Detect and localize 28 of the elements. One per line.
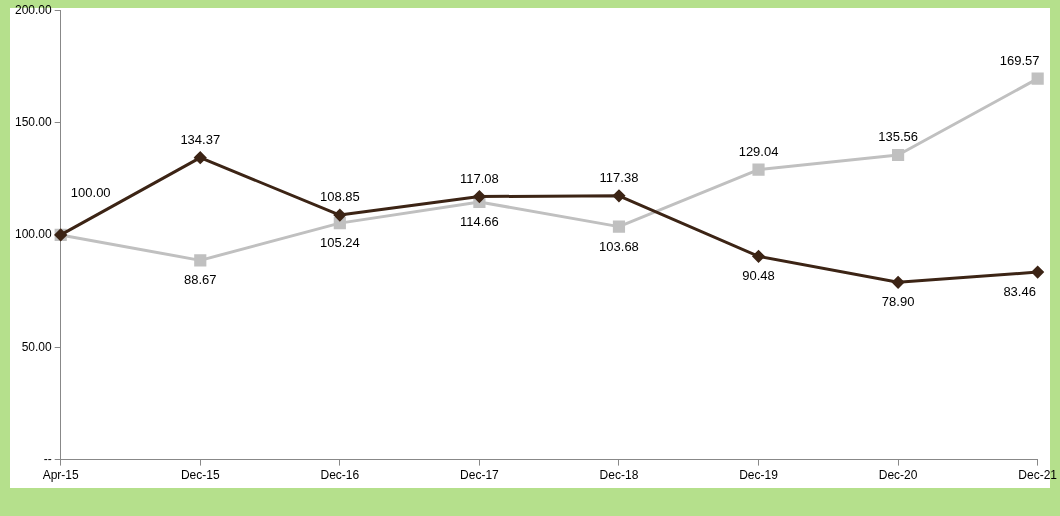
- data-label: 114.66: [460, 213, 499, 229]
- data-label: 117.38: [599, 169, 639, 185]
- x-tick-label: Dec-15: [180, 468, 220, 483]
- data-label: 129.04: [738, 143, 779, 159]
- data-label: 83.46: [1003, 284, 1036, 300]
- y-tick-label: 50.00: [21, 339, 53, 354]
- y-tick-label: --: [43, 451, 52, 466]
- data-label: 78.90: [881, 294, 915, 310]
- x-tick-label: Dec-18: [599, 468, 639, 483]
- y-tick-label: 100.00: [15, 227, 53, 242]
- x-tick-label: Apr-15: [42, 468, 80, 483]
- data-label: 135.56: [878, 129, 918, 144]
- data-label: 88.67: [183, 272, 217, 288]
- data-label: 169.57: [999, 52, 1040, 68]
- data-label: 90.48: [742, 268, 775, 284]
- x-tick-label: Dec-16: [320, 468, 360, 483]
- data-label: 108.85: [319, 189, 360, 205]
- data-label: 103.68: [599, 238, 639, 254]
- data-label: 100.00: [70, 184, 111, 200]
- data-label: 117.08: [460, 170, 499, 186]
- y-tick-label: 200.00: [15, 2, 53, 17]
- data-label: 134.37: [180, 131, 221, 147]
- data-label: 105.24: [319, 235, 360, 251]
- x-tick-label: Dec-20: [878, 468, 918, 483]
- x-tick-label: Dec-17: [460, 468, 500, 483]
- x-tick-label: Dec-21: [1018, 468, 1058, 483]
- y-tick-label: 150.00: [15, 114, 53, 129]
- x-tick-label: Dec-19: [739, 468, 779, 483]
